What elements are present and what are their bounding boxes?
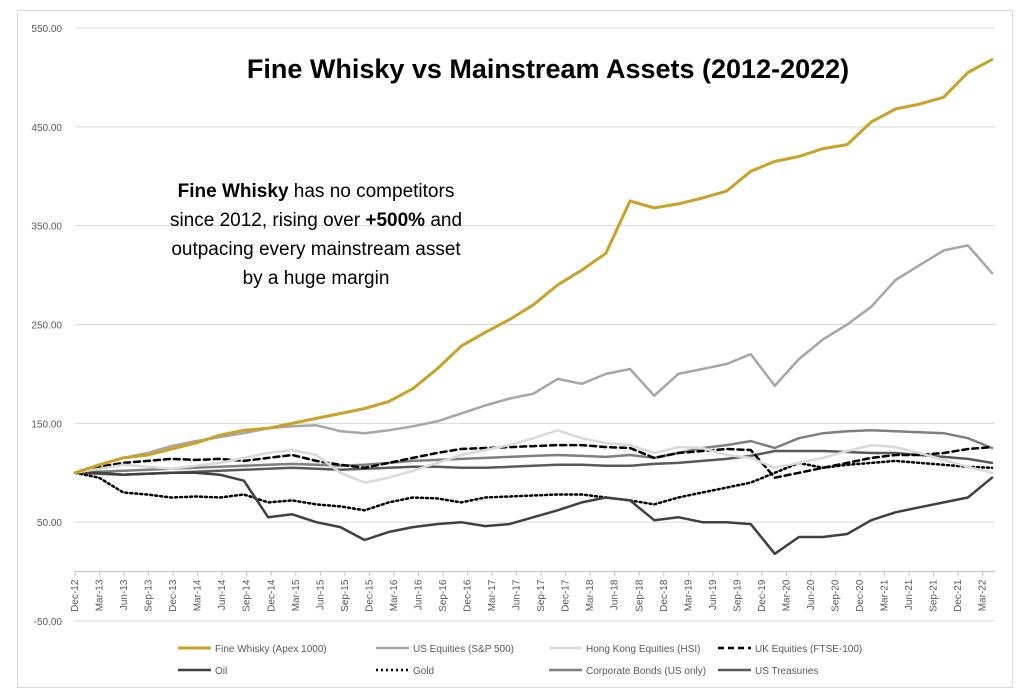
- x-tick-label: Dec-18: [659, 579, 670, 612]
- legend-label-1: US Equities (S&P 500): [413, 644, 514, 655]
- x-tick-label: Jun-17: [512, 579, 523, 610]
- y-tick-label: 50.00: [37, 518, 62, 529]
- x-tick-label: Dec-14: [266, 579, 277, 612]
- x-tick-label: Jun-20: [806, 579, 817, 610]
- x-tick-label: Sep-20: [831, 579, 842, 612]
- x-tick-label: Jun-14: [217, 579, 228, 610]
- x-tick-label: Mar-15: [291, 579, 302, 611]
- chart-title: Fine Whisky vs Mainstream Assets (2012-2…: [247, 54, 849, 84]
- x-axis-ticks: Dec-12 Mar-13 Jun-13 Sep-13 Dec-13 Mar-14 Jun-…: [70, 571, 989, 612]
- x-tick-label: Jun-16: [413, 579, 424, 610]
- series-line-4: [73, 471, 994, 556]
- series-lines: [73, 58, 994, 556]
- x-tick-label: Dec-20: [855, 579, 866, 612]
- legend-label-0: Fine Whisky (Apex 1000): [215, 644, 327, 655]
- x-tick-label: Dec-21: [953, 579, 964, 612]
- x-tick-label: Sep-14: [242, 579, 253, 612]
- x-tick-label: Dec-13: [168, 579, 179, 612]
- annotation-line-1-rest: has no competitors: [289, 181, 455, 202]
- x-tick-label: Mar-22: [978, 579, 989, 611]
- legend-label-6: Corporate Bonds (US only): [586, 666, 706, 677]
- x-tick-label: Sep-18: [634, 579, 645, 612]
- x-tick-label: Jun-18: [610, 579, 621, 610]
- y-tick-label: 550.00: [31, 24, 62, 35]
- legend-label-5: Gold: [413, 666, 434, 677]
- x-tick-label: Sep-19: [732, 579, 743, 612]
- legend-label-7: US Treasuries: [755, 666, 818, 677]
- y-tick-label: -50.00: [34, 617, 63, 628]
- legend-label-3: UK Equities (FTSE-100): [755, 644, 862, 655]
- x-tick-label: Dec-19: [757, 579, 768, 612]
- x-tick-label: Mar-20: [781, 579, 792, 611]
- x-tick-label: Mar-14: [193, 579, 204, 611]
- annotation-line-2-a: since 2012, rising over: [170, 210, 365, 231]
- x-tick-label: Sep-17: [536, 579, 547, 612]
- annotation-line-4: by a huge margin: [243, 268, 390, 289]
- y-tick-label: 150.00: [31, 419, 62, 430]
- y-tick-label: 350.00: [31, 222, 62, 233]
- x-tick-label: Sep-15: [340, 579, 351, 612]
- x-tick-label: Mar-21: [880, 579, 891, 611]
- x-tick-label: Mar-16: [389, 579, 400, 611]
- x-tick-label: Mar-13: [95, 579, 106, 611]
- annotation-line-3: outpacing every mainstream asset: [171, 239, 461, 260]
- x-tick-label: Jun-15: [315, 579, 326, 610]
- chart-frame: [17, 10, 1013, 688]
- x-tick-label: Mar-19: [683, 579, 694, 611]
- legend: Fine Whisky (Apex 1000) US Equities (S&P …: [178, 644, 862, 677]
- x-tick-label: Dec-17: [561, 579, 572, 612]
- series-line-0: [73, 58, 994, 475]
- annotation: Fine Whisky has no competitors since 201…: [170, 181, 462, 289]
- x-tick-label: Dec-16: [463, 579, 474, 612]
- y-tick-label: 250.00: [31, 321, 62, 332]
- x-tick-label: Sep-13: [144, 579, 155, 612]
- x-tick-label: Jun-21: [904, 579, 915, 610]
- x-tick-label: Dec-12: [70, 579, 81, 612]
- x-tick-label: Sep-16: [438, 579, 449, 612]
- x-tick-label: Jun-19: [708, 579, 719, 610]
- annotation-line-2-b: and: [425, 210, 462, 231]
- annotation-line-1-bold: Fine Whisky: [178, 181, 289, 202]
- legend-label-4: Oil: [215, 666, 227, 677]
- x-tick-label: Mar-18: [585, 579, 596, 611]
- series-line-3: [73, 443, 994, 479]
- x-tick-label: Mar-17: [487, 579, 498, 611]
- gridlines: [75, 27, 995, 622]
- y-tick-label: 450.00: [31, 123, 62, 134]
- annotation-line-1: Fine Whisky has no competitors: [178, 181, 455, 202]
- series-line-1: [73, 244, 994, 475]
- x-tick-label: Jun-13: [119, 579, 130, 610]
- annotation-line-2: since 2012, rising over +500% and: [170, 210, 462, 231]
- x-tick-label: Sep-21: [929, 579, 940, 612]
- series-line-2: [73, 429, 994, 484]
- annotation-line-2-bold: +500%: [365, 210, 425, 231]
- legend-label-2: Hong Kong Equities (HSI): [586, 644, 701, 655]
- y-axis-ticks: 550.00 450.00 350.00 250.00 150.00 50.00 -50.0…: [31, 24, 62, 628]
- series-line-7: [73, 449, 994, 476]
- x-tick-label: Dec-15: [364, 579, 375, 612]
- series-line-6: [73, 429, 994, 475]
